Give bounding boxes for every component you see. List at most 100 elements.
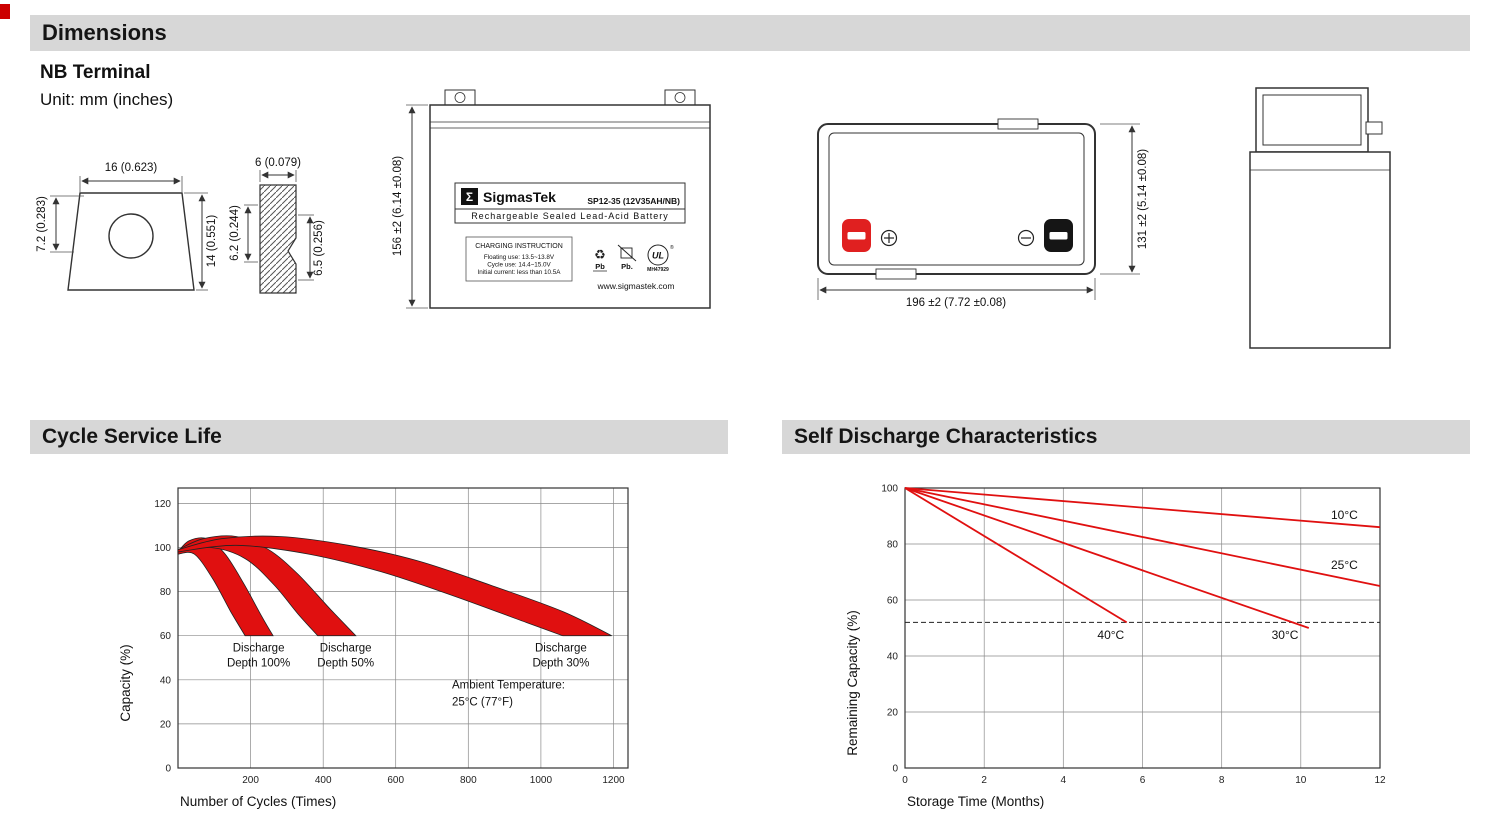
series-label: 10°C	[1331, 508, 1358, 522]
y-tick-label: 0	[892, 764, 898, 775]
top-view-outline	[817, 123, 1096, 275]
ul-reg-mark: ®	[670, 244, 674, 251]
battery-front-drawing: Σ SigmasTek SP12-35 (12V35AH/NB) Recharg…	[392, 89, 711, 309]
terminal-front-drawing: 16 (0.623) 7.2 (0.283) 14 (0.551)	[36, 162, 218, 291]
side-body	[1249, 151, 1391, 349]
y-tick-label: 80	[160, 587, 172, 598]
y-axis-label: Capacity (%)	[118, 644, 133, 721]
terminal-section-left-dim: 6.2 (0.244)	[229, 205, 241, 261]
ul-file-code: MH47929	[647, 267, 669, 273]
x-tick-label: 6	[1140, 775, 1146, 786]
model-number: SP12-35 (12V35AH/NB)	[587, 196, 680, 206]
terminal-section-width-dim: 6 (0.079)	[255, 157, 301, 169]
cycle-service-life-chart: 200 400 600 800 1000 1200 0 20 40 60 80 100 120 Disch…	[118, 487, 629, 809]
x-tick-label: 10	[1295, 775, 1307, 786]
plus-symbol-icon	[880, 229, 898, 247]
series-label: 25°C	[1331, 558, 1358, 572]
battery-side-drawing	[1249, 87, 1391, 349]
y-tick-label: 40	[160, 675, 172, 686]
terminal-section-right-dim: 6.5 (0.256)	[313, 220, 325, 276]
x-tick-label: 1200	[602, 775, 625, 786]
x-axis-label: Storage Time (Months)	[907, 794, 1044, 809]
website-url: www.sigmastek.com	[597, 281, 675, 291]
x-tick-label: 2	[981, 775, 987, 786]
front-right-terminal-hole	[674, 92, 686, 103]
y-tick-label: 100	[881, 484, 898, 495]
charging-title: CHARGING INSTRUCTION	[475, 243, 563, 250]
discharge-band	[177, 537, 274, 637]
terminal-section-drawing: 6 (0.079) 6.2 (0.244) 6.5 (0.256)	[229, 157, 325, 294]
x-tick-label: 4	[1061, 775, 1067, 786]
band-label: Depth 30%	[532, 658, 589, 670]
y-tick-label: 120	[154, 499, 171, 510]
brand-name: SigmasTek	[483, 189, 556, 205]
bottom-handle-notch	[875, 268, 917, 280]
nb-terminal-heading: NB Terminal	[40, 62, 151, 83]
y-tick-label: 0	[165, 764, 171, 775]
y-tick-label: 80	[887, 540, 899, 551]
x-tick-label: 600	[387, 775, 404, 786]
battery-top-drawing: 196 ±2 (7.72 ±0.08) 131 ±2 (5.14 ±0.08)	[817, 118, 1149, 309]
band-label: Discharge	[535, 643, 587, 655]
recycle-pb-icon: ♻	[594, 247, 606, 262]
dimension-drawings: 16 (0.623) 7.2 (0.283) 14 (0.551) 6 (0.0…	[36, 87, 1391, 349]
cycle-service-life-header: Cycle Service Life	[30, 420, 728, 454]
x-tick-label: 12	[1374, 775, 1386, 786]
y-tick-label: 20	[887, 708, 899, 719]
y-tick-label: 20	[160, 719, 172, 730]
series-label: 30°C	[1272, 628, 1299, 642]
x-tick-label: 1000	[530, 775, 553, 786]
band-label: Discharge	[233, 643, 285, 655]
label-subtitle-box	[454, 208, 686, 224]
charging-instruction-box	[465, 236, 573, 282]
band-label: Depth 50%	[317, 658, 374, 670]
front-height-dim: 156 ±2 (6.14 ±0.08)	[392, 156, 404, 256]
dimensions-title: Dimensions	[42, 20, 167, 45]
terminal-front-height-dim: 14 (0.551)	[206, 215, 218, 268]
terminal-section-body	[259, 184, 297, 294]
top-view-inner	[828, 132, 1085, 266]
sigma-glyph: Σ	[466, 190, 473, 204]
front-left-terminal-hole	[454, 92, 466, 103]
x-tick-label: 800	[460, 775, 477, 786]
y-tick-label: 60	[160, 631, 172, 642]
series-line	[904, 487, 1128, 624]
x-tick-label: 8	[1219, 775, 1225, 786]
band-label: Depth 100%	[227, 658, 290, 670]
discharge-band	[177, 535, 612, 637]
label-header-box	[454, 182, 686, 210]
unit-label: Unit: mm (inches)	[40, 90, 174, 109]
minus-symbol-icon	[1017, 229, 1035, 247]
side-terminal-tab	[1365, 121, 1383, 135]
x-axis-label: Number of Cycles (Times)	[180, 794, 336, 809]
plot-border	[904, 487, 1381, 769]
top-width-dim: 196 ±2 (7.72 ±0.08)	[906, 297, 1006, 309]
pb-label-2: Pb.	[621, 262, 633, 271]
y-tick-label: 40	[887, 652, 899, 663]
top-handle-notch	[997, 118, 1039, 130]
red-corner-mark	[0, 4, 10, 19]
series-line	[904, 487, 1381, 587]
battery-type-label: Rechargeable Sealed Lead-Acid Battery	[471, 211, 669, 221]
side-cover-outline	[1255, 87, 1369, 153]
discharge-title: Self Discharge Characteristics	[794, 425, 1098, 448]
y-axis-label: Remaining Capacity (%)	[845, 610, 860, 756]
top-depth-dim: 131 ±2 (5.14 ±0.08)	[1137, 149, 1149, 249]
x-tick-label: 400	[315, 775, 332, 786]
series-line	[904, 487, 1381, 529]
sigma-logo-icon	[461, 188, 478, 205]
charging-line-1: Floating use: 13.5~13.8V	[484, 254, 555, 261]
series-label: 40°C	[1097, 628, 1124, 642]
terminal-front-hole	[108, 213, 154, 259]
x-tick-label: 200	[242, 775, 259, 786]
charging-line-2: Cycle use: 14.4~15.0V	[487, 262, 551, 269]
x-tick-label: 0	[902, 775, 908, 786]
ul-text: UL	[652, 251, 664, 261]
band-label: Discharge	[320, 643, 372, 655]
self-discharge-header: Self Discharge Characteristics	[782, 420, 1470, 454]
side-cover-inner	[1262, 94, 1362, 146]
self-discharge-chart: 0 2 4 6 8 10 12 0 20 40 60 80 100 10°C 25°C 30°C 40°C Sto…	[845, 484, 1386, 810]
ul-mark-icon	[647, 244, 669, 266]
dimensions-section-header: Dimensions	[30, 15, 1470, 51]
